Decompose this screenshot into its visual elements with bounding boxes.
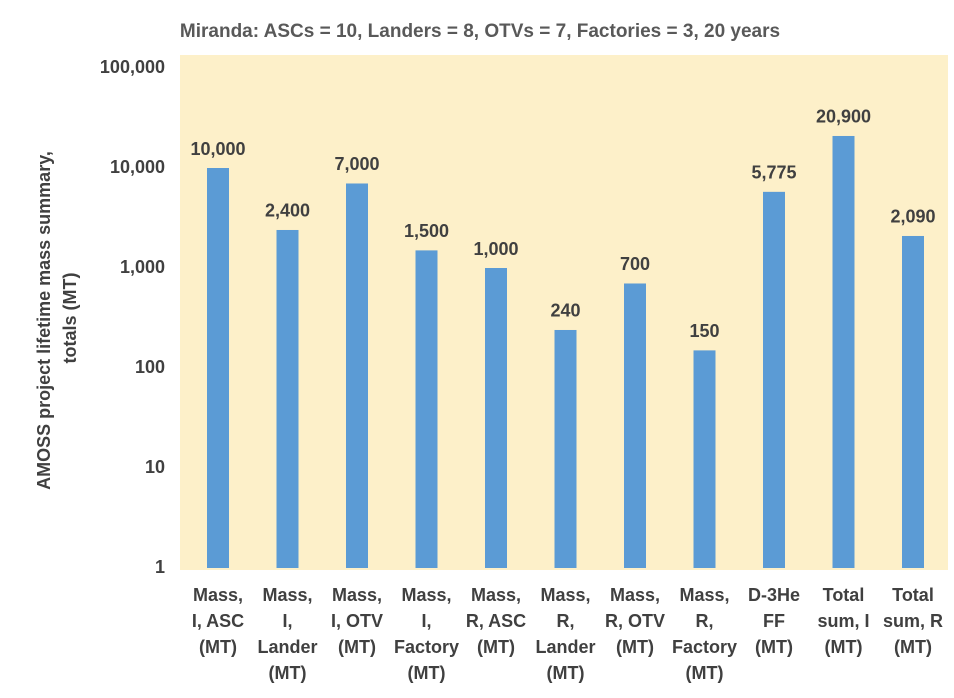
x-tick-label-line: I, OTV [331, 611, 383, 631]
x-tick-label-line: (MT) [547, 663, 585, 683]
x-tick-label-line: Mass, [193, 585, 243, 605]
x-tick-label-line: R, ASC [466, 611, 526, 631]
x-tick-label-line: (MT) [408, 663, 446, 683]
y-tick-label: 10 [145, 457, 165, 477]
bar [485, 268, 507, 568]
x-tick-label-line: Factory [672, 637, 737, 657]
value-label: 1,000 [473, 239, 518, 259]
x-tick-label-line: (MT) [894, 637, 932, 657]
x-tick-label-line: Mass, [332, 585, 382, 605]
bar [415, 250, 438, 568]
value-label: 7,000 [334, 154, 379, 174]
value-label: 240 [550, 301, 580, 321]
x-tick-label-line: sum, R [883, 611, 943, 631]
x-tick-label-line: Lander [535, 637, 595, 657]
bar [207, 168, 229, 568]
x-tick-label-line: (MT) [755, 637, 793, 657]
bar [346, 183, 368, 569]
x-tick-label-line: (MT) [825, 637, 863, 657]
x-tick-label-line: sum, I [817, 611, 869, 631]
x-tick-label-line: Total [823, 585, 865, 605]
bar [763, 191, 785, 569]
y-tick-label: 1,000 [120, 257, 165, 277]
x-tick-label-line: Mass, [471, 585, 521, 605]
y-tick-label: 100,000 [100, 57, 165, 77]
x-tick-label-line: Mass, [401, 585, 451, 605]
value-label: 2,400 [265, 201, 310, 221]
x-tick-label-line: (MT) [338, 637, 376, 657]
y-tick-label: 1 [155, 557, 165, 577]
x-tick-label: Mass, R, ASC (MT) [466, 585, 526, 657]
y-axis-label: AMOSS project lifetime mass summary, tot… [34, 146, 80, 490]
y-tick-label: 100 [135, 357, 165, 377]
x-tick-label: Total sum, I (MT) [817, 585, 869, 657]
x-tick-label-line: Factory [394, 637, 459, 657]
value-label: 5,775 [751, 163, 796, 183]
x-tick-label: Mass, I, Factory (MT) [394, 585, 459, 683]
x-tick-label-line: Lander [257, 637, 317, 657]
value-label: 700 [620, 254, 650, 274]
chart-title: Miranda: ASCs = 10, Landers = 8, OTVs = … [180, 21, 780, 42]
value-label: 20,900 [816, 107, 871, 127]
y-axis-label-line: totals (MT) [60, 273, 80, 364]
x-tick-label: Mass, I, OTV (MT) [331, 585, 383, 657]
x-tick-label-line: Mass, [610, 585, 660, 605]
x-tick-label: Mass, I, Lander (MT) [257, 585, 317, 683]
x-tick-label-line: R, OTV [605, 611, 665, 631]
value-label: 150 [689, 321, 719, 341]
x-tick-label-line: Mass, [262, 585, 312, 605]
x-tick-label: Mass, R, OTV (MT) [605, 585, 665, 657]
x-tick-label-line: Mass, [540, 585, 590, 605]
x-tick-label-line: (MT) [269, 663, 307, 683]
x-tick-label-line: R, [696, 611, 714, 631]
value-label: 2,090 [890, 207, 935, 227]
x-tick-label-line: FF [763, 611, 785, 631]
bar [554, 329, 577, 568]
y-tick-label: 10,000 [110, 157, 165, 177]
bar [624, 283, 646, 568]
x-tick-label: Mass, I, ASC (MT) [192, 585, 244, 657]
x-tick-label-line: R, [557, 611, 575, 631]
x-tick-label-line: Total [892, 585, 934, 605]
y-axis-label-line: AMOSS project lifetime mass summary, [34, 151, 54, 490]
x-tick-label-line: (MT) [686, 663, 724, 683]
bar [832, 135, 855, 569]
x-tick-label-line: D-3He [748, 585, 800, 605]
x-tick-label-line: Mass, [679, 585, 729, 605]
x-tick-label: Mass, R, Lander (MT) [535, 585, 595, 683]
bar [902, 235, 924, 569]
value-label: 1,500 [404, 221, 449, 241]
x-tick-label: Mass, R, Factory (MT) [672, 585, 737, 683]
bar [276, 229, 299, 568]
x-tick-label-line: I, [421, 611, 431, 631]
x-tick-label-line: (MT) [199, 637, 237, 657]
x-tick-label-line: (MT) [477, 637, 515, 657]
value-label: 10,000 [190, 139, 245, 159]
x-tick-label-line: I, ASC [192, 611, 244, 631]
x-tick-label: Total sum, R (MT) [883, 585, 943, 657]
x-tick-label: D-3He FF (MT) [748, 585, 800, 657]
bar [693, 350, 716, 568]
x-tick-label-line: (MT) [616, 637, 654, 657]
x-tick-label-line: I, [282, 611, 292, 631]
